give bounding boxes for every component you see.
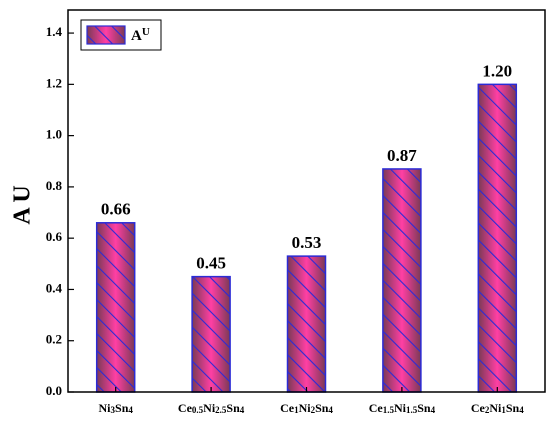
y-tick-label: 0.4 (46, 280, 63, 295)
legend-swatch-hatch (86, 25, 126, 45)
bar-hatch (95, 222, 136, 393)
bar-hatch (477, 83, 518, 393)
x-tick-label: Ce0.5Ni2.5Sn4 (178, 401, 245, 416)
value-label: 1.20 (482, 61, 512, 80)
value-label: 0.87 (387, 146, 417, 165)
y-tick-label: 1.0 (46, 127, 62, 142)
bar-hatch (191, 275, 231, 393)
x-tick-label: Ni3Sn4 (99, 401, 134, 416)
y-tick-label: 1.2 (46, 75, 62, 90)
bar-hatch (286, 255, 327, 393)
x-tick-label: Ce2Ni1Sn4 (471, 401, 524, 416)
value-label: 0.66 (101, 200, 131, 219)
legend-label: AU (131, 26, 150, 44)
value-label: 0.53 (292, 233, 322, 252)
y-tick-label: 0.6 (46, 229, 63, 244)
y-tick-label: 0.0 (46, 383, 62, 398)
x-tick-label: Ce1Ni2Sn4 (280, 401, 333, 416)
y-axis-label: A U (10, 185, 36, 224)
y-tick-label: 0.2 (46, 332, 62, 347)
plot-frame (67, 9, 546, 393)
bar-hatch (382, 168, 422, 393)
y-tick-label: 1.4 (46, 24, 63, 39)
value-label: 0.45 (196, 254, 226, 273)
y-tick-label: 0.8 (46, 178, 63, 193)
x-tick-label: Ce1.5Ni1.5Sn4 (369, 401, 436, 416)
